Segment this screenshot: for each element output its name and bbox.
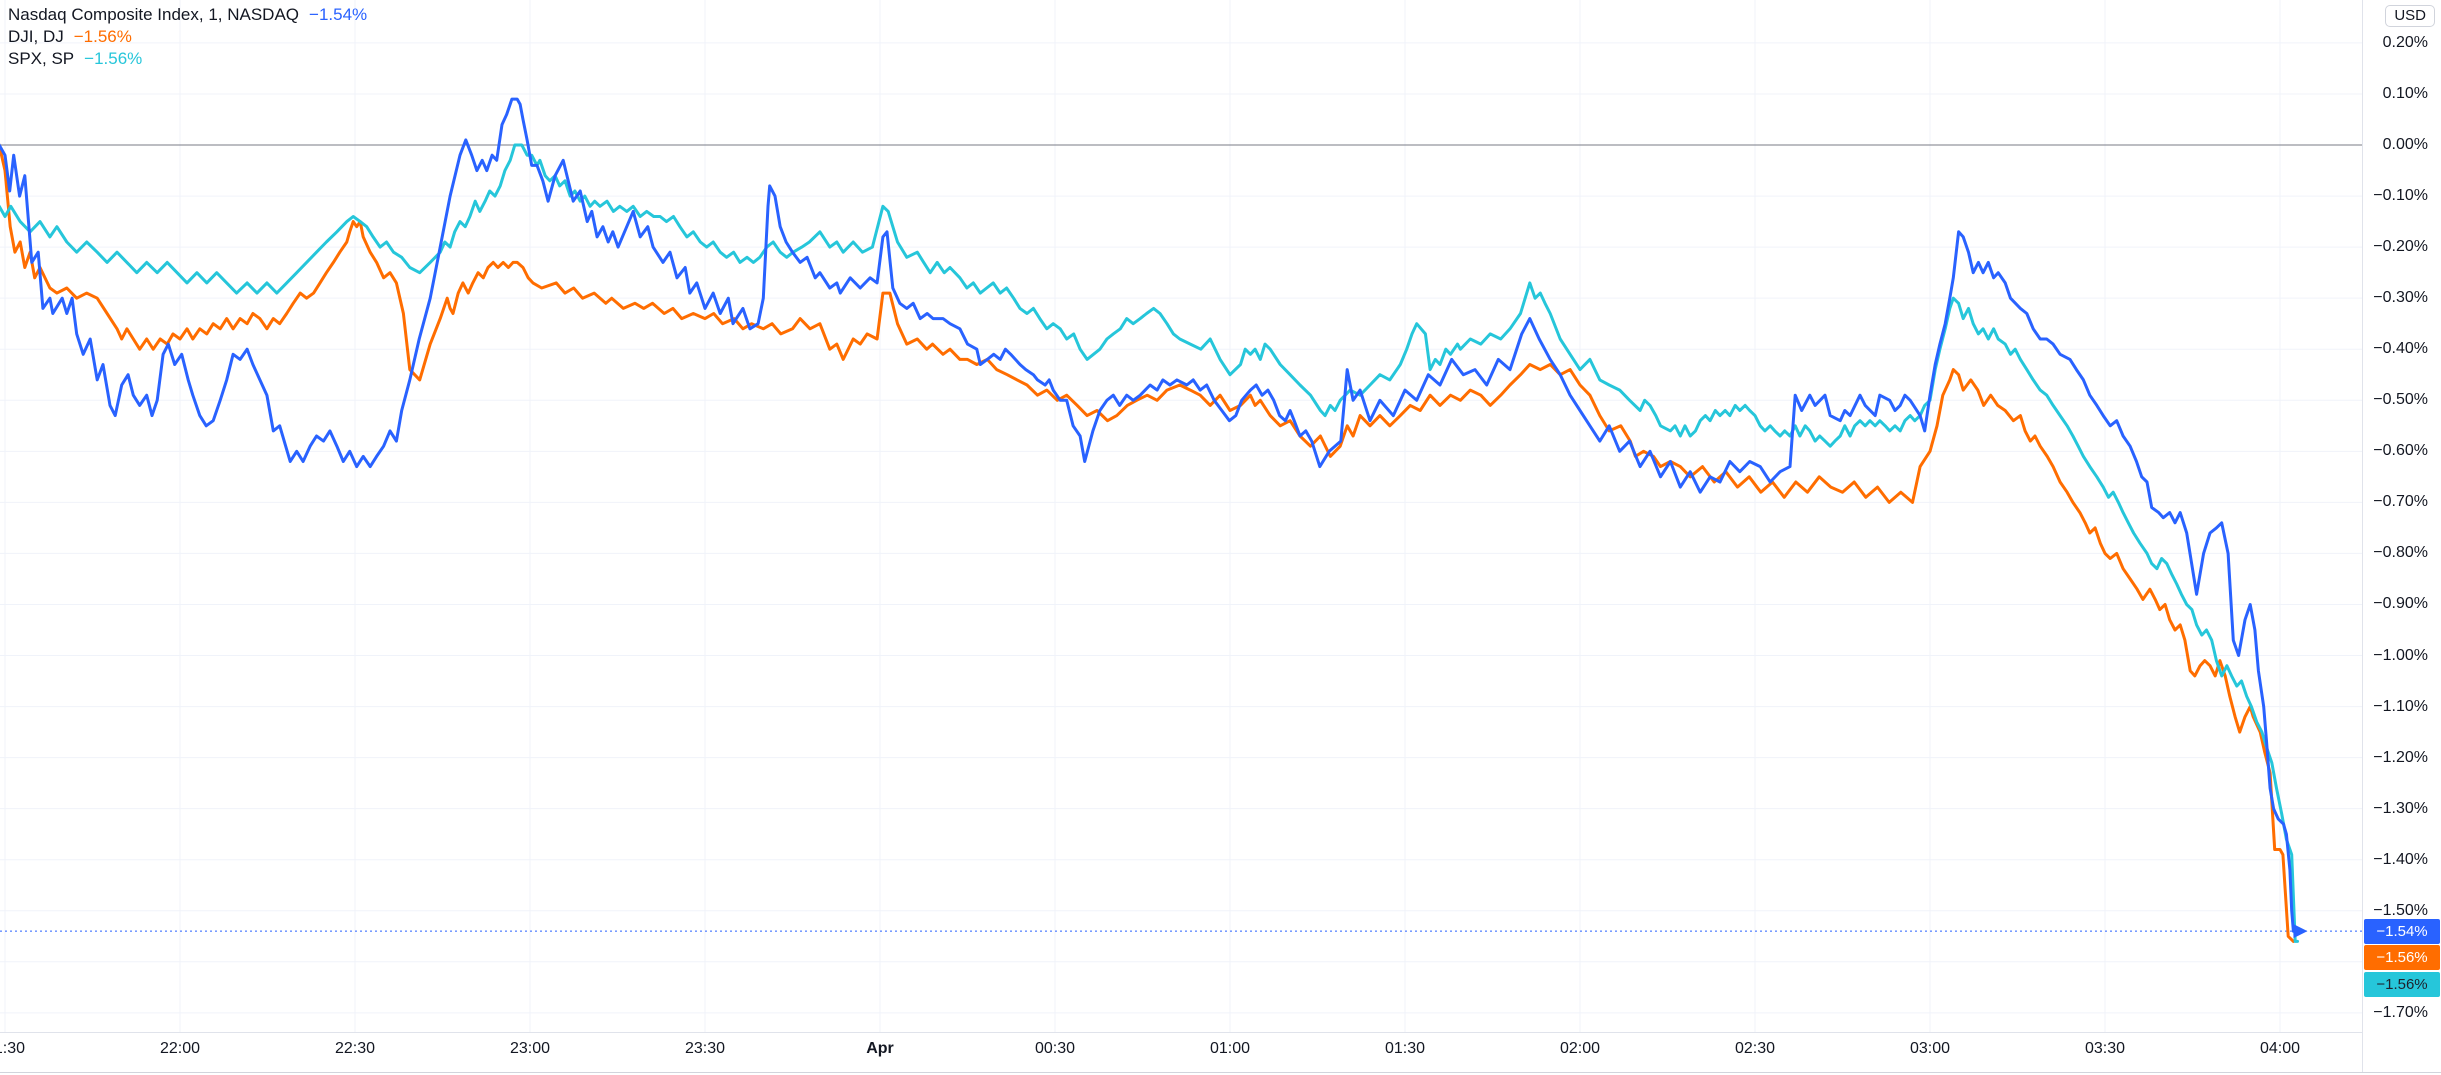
legend-change-value: −1.56% xyxy=(73,27,132,46)
price-axis-label: −0.60% xyxy=(2373,442,2428,460)
price-tag-nasdaq: −1.54% xyxy=(2364,918,2440,944)
price-axis-label: −0.70% xyxy=(2373,493,2428,511)
window-bottom-border xyxy=(0,1072,2441,1073)
time-axis-label: 00:30 xyxy=(1034,1040,1076,1057)
price-axis-label: 0.20% xyxy=(2382,33,2428,51)
price-axis-label: 0.10% xyxy=(2382,84,2428,102)
legend-change-value: −1.54% xyxy=(309,5,368,24)
legend: Nasdaq Composite Index, 1, NASDAQ −1.54% D… xyxy=(8,4,367,70)
chart-pane[interactable]: Nasdaq Composite Index, 1, NASDAQ −1.54% D… xyxy=(0,0,2362,1032)
series-line-dji xyxy=(0,143,2295,943)
price-tag-spx: −1.56% xyxy=(2364,971,2440,997)
time-axis[interactable]: 21:30 22:00 22:30 23:00 23:30 Apr 00:30 01:00 01… xyxy=(0,1032,2441,1073)
time-axis-label: Apr xyxy=(866,1040,894,1057)
legend-item-spx[interactable]: SPX, SP −1.56% xyxy=(8,48,367,70)
price-axis-label: −1.50% xyxy=(2373,901,2428,919)
time-axis-label: 03:00 xyxy=(1909,1040,1951,1057)
legend-item-dji[interactable]: DJI, DJ −1.56% xyxy=(8,26,367,48)
chart-canvas xyxy=(0,0,2362,1032)
price-axis[interactable]: 0.20% 0.10% 0.00% −0.10% −0.20% −0.30% −0.40% −… xyxy=(2362,0,2441,1032)
legend-symbol-label: DJI, DJ xyxy=(8,27,64,46)
price-axis-label: −1.30% xyxy=(2373,799,2428,817)
price-axis-label: −1.40% xyxy=(2373,850,2428,868)
price-axis-label: −0.40% xyxy=(2373,340,2428,358)
time-axis-label: 01:00 xyxy=(1209,1040,1251,1057)
price-axis-label: −0.80% xyxy=(2373,544,2428,562)
price-axis-label: −0.50% xyxy=(2373,391,2428,409)
time-axis-label: 04:00 xyxy=(2259,1040,2300,1057)
price-axis-label: −0.90% xyxy=(2373,595,2428,613)
axis-corner xyxy=(2362,1032,2441,1072)
legend-item-nasdaq[interactable]: Nasdaq Composite Index, 1, NASDAQ −1.54% xyxy=(8,4,367,26)
time-axis-label: 02:00 xyxy=(1559,1040,1601,1057)
time-axis-label: 23:30 xyxy=(684,1040,726,1057)
legend-symbol-label: SPX, SP xyxy=(8,49,75,68)
price-axis-label: −1.20% xyxy=(2373,748,2428,766)
price-tag-dji: −1.56% xyxy=(2364,945,2440,971)
price-axis-label: −0.30% xyxy=(2373,289,2428,307)
series-line-nasdaq xyxy=(0,97,2299,933)
time-axis-label: 21:30 xyxy=(0,1040,26,1057)
time-axis-label: 01:30 xyxy=(1384,1040,1426,1057)
price-axis-label: −1.00% xyxy=(2373,646,2428,664)
price-axis-label: −0.10% xyxy=(2373,187,2428,205)
price-axis-label: 0.00% xyxy=(2382,136,2428,154)
time-axis-label: 23:00 xyxy=(509,1040,551,1057)
price-axis-label: −1.10% xyxy=(2373,697,2428,715)
legend-symbol-label: Nasdaq Composite Index, 1, NASDAQ xyxy=(8,5,300,24)
time-axis-label: 02:30 xyxy=(1734,1040,1776,1057)
time-axis-label: 22:30 xyxy=(334,1040,376,1057)
currency-badge[interactable]: USD xyxy=(2385,5,2435,27)
legend-change-value: −1.56% xyxy=(84,49,143,68)
price-axis-label: −0.20% xyxy=(2373,238,2428,256)
time-axis-label: 22:00 xyxy=(159,1040,201,1057)
time-axis-label: 03:30 xyxy=(2084,1040,2126,1057)
price-axis-label: −1.70% xyxy=(2373,1003,2428,1021)
last-price-arrow-icon xyxy=(2293,924,2308,939)
series-line-spx xyxy=(0,143,2299,943)
